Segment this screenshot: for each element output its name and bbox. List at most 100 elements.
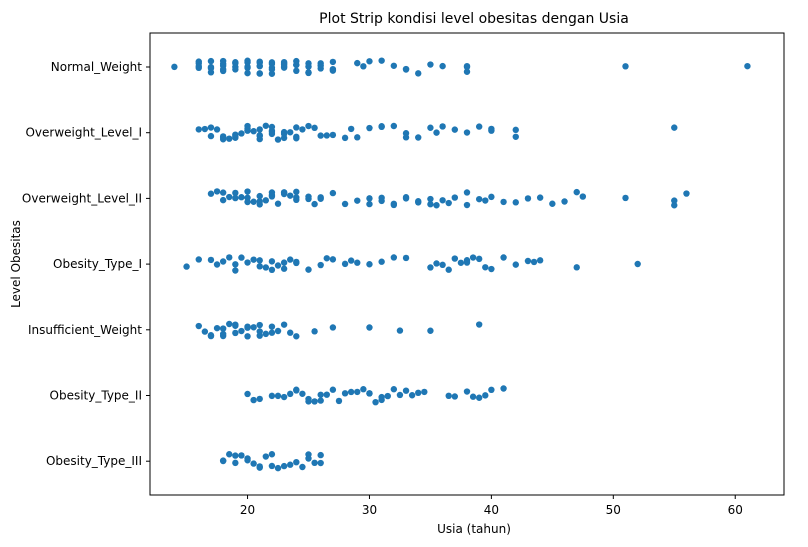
y-tick-label: Overweight_Level_I bbox=[25, 126, 142, 140]
data-point bbox=[274, 327, 282, 335]
data-point bbox=[390, 62, 398, 69]
data-point bbox=[219, 196, 227, 204]
data-point bbox=[475, 255, 483, 263]
data-point bbox=[402, 387, 410, 394]
data-point bbox=[378, 123, 385, 131]
data-point bbox=[256, 463, 263, 470]
x-tick-label: 30 bbox=[362, 503, 377, 517]
data-point bbox=[427, 195, 434, 203]
data-point bbox=[408, 392, 416, 399]
data-point bbox=[219, 457, 227, 464]
data-point bbox=[226, 193, 233, 201]
data-point bbox=[213, 126, 221, 133]
data-point bbox=[402, 195, 410, 202]
data-point bbox=[244, 457, 251, 464]
data-point bbox=[201, 328, 209, 335]
data-point bbox=[274, 200, 282, 207]
data-point bbox=[250, 460, 257, 467]
data-point bbox=[341, 260, 349, 268]
data-point bbox=[354, 134, 361, 141]
data-point bbox=[287, 129, 294, 136]
data-point bbox=[311, 398, 318, 405]
data-point bbox=[256, 198, 263, 205]
data-point bbox=[500, 385, 507, 392]
y-axis-title: Level Obesitas bbox=[9, 220, 23, 308]
data-point bbox=[366, 261, 373, 268]
data-point bbox=[329, 131, 337, 139]
x-tick-label: 20 bbox=[240, 503, 255, 517]
data-point bbox=[427, 61, 434, 68]
data-point bbox=[268, 189, 276, 196]
data-point bbox=[475, 195, 483, 203]
data-point bbox=[219, 189, 227, 196]
data-point bbox=[305, 266, 312, 273]
data-point bbox=[378, 194, 385, 202]
data-point bbox=[347, 257, 355, 264]
data-point bbox=[427, 264, 434, 271]
data-point bbox=[415, 199, 422, 206]
data-point bbox=[244, 194, 251, 201]
data-point bbox=[482, 197, 489, 204]
data-point bbox=[293, 387, 300, 394]
data-point bbox=[402, 65, 410, 73]
data-point bbox=[622, 194, 629, 202]
data-point bbox=[463, 388, 471, 395]
data-point bbox=[390, 200, 398, 208]
data-point bbox=[396, 391, 404, 399]
data-point bbox=[256, 62, 263, 70]
data-point bbox=[329, 324, 337, 331]
data-point bbox=[250, 324, 257, 331]
data-point bbox=[207, 124, 215, 131]
data-point bbox=[299, 126, 306, 133]
data-point bbox=[579, 193, 587, 200]
data-point bbox=[232, 59, 239, 66]
data-point bbox=[317, 451, 324, 459]
data-point bbox=[250, 198, 257, 205]
data-point bbox=[530, 258, 538, 266]
data-point bbox=[207, 132, 215, 140]
data-point bbox=[360, 63, 367, 70]
data-point bbox=[347, 125, 355, 133]
data-point bbox=[549, 200, 556, 207]
data-point bbox=[421, 388, 428, 396]
data-point bbox=[439, 261, 446, 269]
x-tick-label: 40 bbox=[484, 503, 499, 517]
data-point bbox=[427, 124, 434, 131]
data-point bbox=[366, 195, 373, 202]
data-point bbox=[317, 397, 324, 404]
data-point bbox=[488, 265, 495, 273]
data-point bbox=[213, 188, 221, 195]
data-point bbox=[244, 333, 251, 340]
data-point bbox=[262, 330, 270, 338]
data-point bbox=[323, 255, 330, 262]
data-point bbox=[274, 392, 282, 400]
data-point bbox=[622, 63, 629, 70]
data-point bbox=[293, 67, 300, 75]
data-point bbox=[445, 392, 452, 400]
y-tick-label: Obesity_Type_I bbox=[53, 257, 142, 271]
data-point bbox=[256, 257, 263, 264]
data-point bbox=[439, 123, 446, 130]
data-point bbox=[256, 135, 263, 143]
data-point bbox=[512, 261, 519, 268]
data-point bbox=[433, 260, 440, 267]
data-point bbox=[445, 266, 452, 273]
data-point bbox=[366, 124, 373, 132]
data-point bbox=[433, 129, 440, 136]
data-point bbox=[244, 188, 251, 195]
data-point bbox=[463, 129, 471, 136]
data-point bbox=[524, 257, 532, 265]
data-point bbox=[213, 261, 221, 268]
data-point bbox=[256, 126, 263, 133]
data-point bbox=[390, 254, 398, 261]
data-point bbox=[219, 325, 227, 332]
data-point bbox=[475, 321, 483, 328]
data-point bbox=[256, 321, 263, 329]
data-point bbox=[390, 122, 398, 130]
data-point bbox=[280, 259, 288, 266]
data-point bbox=[354, 197, 361, 204]
data-point bbox=[536, 194, 544, 201]
data-point bbox=[311, 200, 318, 208]
data-point bbox=[305, 395, 312, 403]
